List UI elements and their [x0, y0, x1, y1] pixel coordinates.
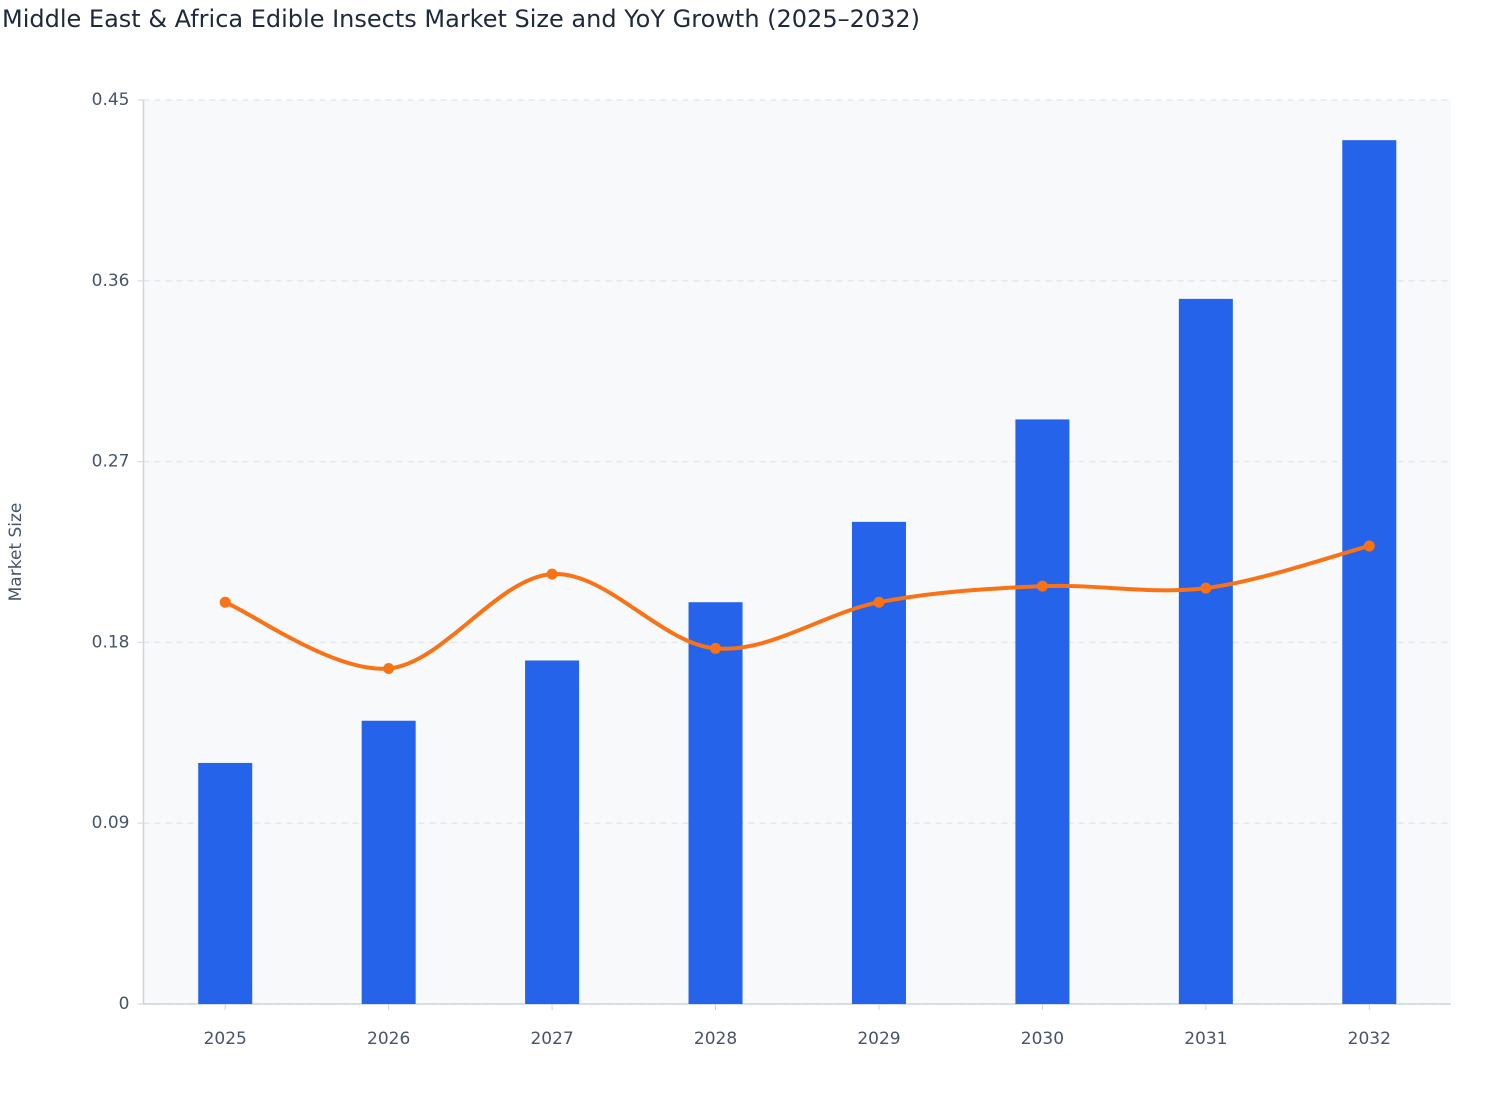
line: [224, 544, 1370, 671]
x-tick-label: 2030: [1021, 1029, 1064, 1049]
bar: [525, 660, 580, 1004]
line-point: [1363, 540, 1375, 552]
y-tick-label: 0: [119, 994, 130, 1014]
bar: [361, 720, 416, 1004]
bar: [1342, 140, 1397, 1004]
bar: [851, 521, 906, 1004]
line-point: [546, 568, 558, 580]
line-point: [219, 596, 231, 608]
line-point: [1036, 580, 1048, 592]
y-tick-label: 0.45: [92, 90, 130, 110]
y-tick-label: 0.09: [92, 813, 130, 833]
x-tick-label: 2027: [530, 1029, 573, 1049]
x-tick-label: 2026: [367, 1029, 410, 1049]
chart-title: Middle East & Africa Edible Insects Mark…: [2, 5, 920, 33]
bar: [688, 602, 743, 1004]
line-point: [383, 663, 395, 675]
line-point: [710, 642, 722, 654]
x-tick-label: 2028: [694, 1029, 737, 1049]
plot-background: [144, 100, 1451, 1004]
line-point: [1200, 582, 1212, 594]
bar: [198, 762, 253, 1004]
line-point: [873, 596, 885, 608]
bar: [1015, 419, 1070, 1004]
x-tick-label: 2031: [1184, 1029, 1227, 1049]
y-axis-label: Market Size: [6, 503, 26, 602]
bar: [1178, 298, 1233, 1004]
y-tick-label: 0.36: [92, 271, 130, 291]
x-tick-label: 2032: [1348, 1029, 1391, 1049]
x-tick-label: 2025: [204, 1029, 247, 1049]
y-tick-label: 0.18: [92, 632, 130, 652]
y-tick-label: 0.27: [92, 452, 130, 472]
x-tick-label: 2029: [857, 1029, 900, 1049]
